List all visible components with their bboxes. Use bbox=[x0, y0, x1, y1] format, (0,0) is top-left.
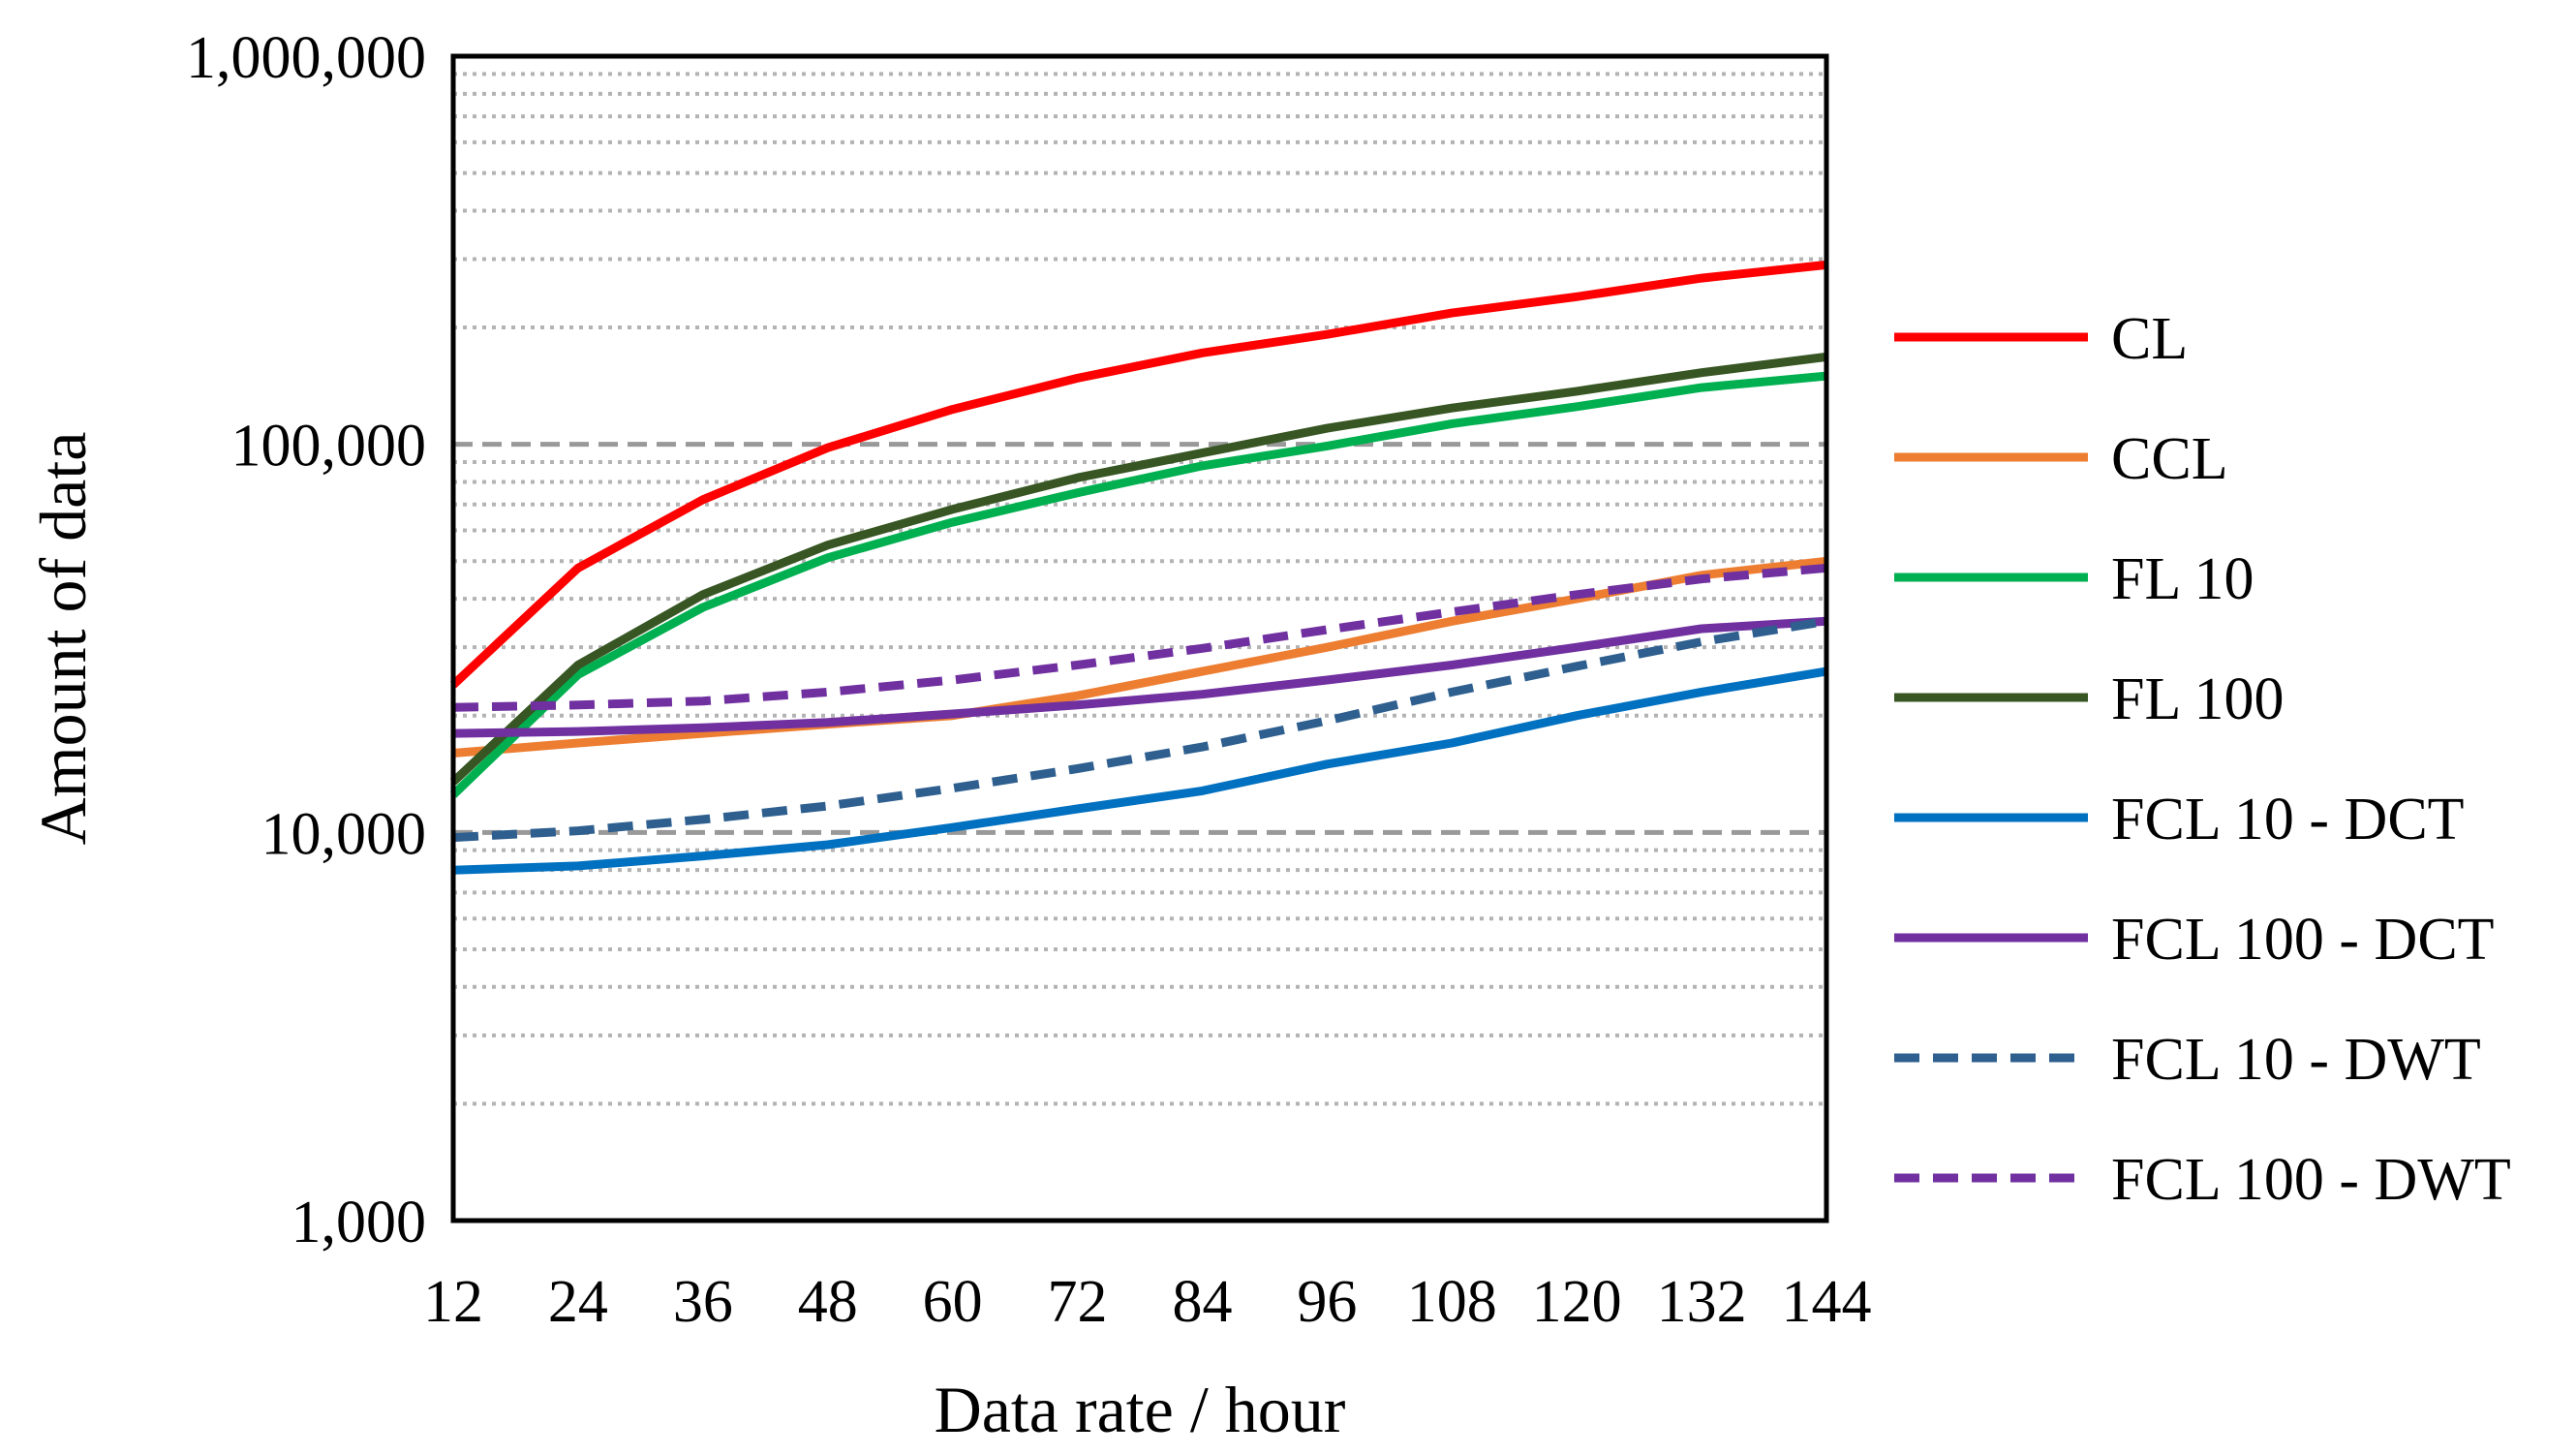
y-tick-label: 1,000,000 bbox=[186, 25, 426, 91]
plot-frame bbox=[450, 53, 1829, 1223]
legend-label: FCL 10 - DWT bbox=[2111, 1027, 2481, 1093]
legend: CL CCL FL 10 FL 100 FCL 10 - DCT FCL 100 - DC… bbox=[1894, 306, 2511, 1213]
series-line-ccl bbox=[452, 556, 1827, 758]
series-line-fcl-10-dct bbox=[452, 666, 1827, 875]
legend-label: FCL 10 - DCT bbox=[2111, 787, 2465, 852]
series-line-cl bbox=[449, 260, 1827, 689]
x-axis-title: Data rate / hour bbox=[935, 1373, 1346, 1446]
x-tick-label: 36 bbox=[673, 1269, 733, 1335]
y-tick-label: 10,000 bbox=[261, 801, 427, 867]
legend-label: CCL bbox=[2111, 426, 2228, 492]
series-line-fl-10 bbox=[449, 371, 1827, 798]
y-tick-label: 1,000 bbox=[291, 1190, 427, 1255]
y-axis-ticks: 1,000 10,000 100,000 1,000,000 bbox=[186, 25, 426, 1255]
x-tick-label: 120 bbox=[1532, 1269, 1622, 1335]
legend-label: FL 100 bbox=[2111, 666, 2285, 732]
y-axis-title: Amount of data bbox=[26, 432, 100, 846]
x-tick-label: 72 bbox=[1048, 1269, 1108, 1335]
x-tick-label: 144 bbox=[1782, 1269, 1872, 1335]
x-tick-label: 60 bbox=[923, 1269, 983, 1335]
x-tick-label: 132 bbox=[1657, 1269, 1747, 1335]
x-tick-label: 12 bbox=[423, 1269, 483, 1335]
legend-label: FCL 100 - DCT bbox=[2111, 907, 2495, 973]
legend-label: FCL 100 - DWT bbox=[2111, 1147, 2511, 1213]
x-axis-ticks: 12 24 36 48 60 72 84 96 108 120 132 144 bbox=[423, 1269, 1872, 1335]
x-tick-label: 84 bbox=[1172, 1269, 1232, 1335]
x-tick-label: 108 bbox=[1407, 1269, 1497, 1335]
series-line-fcl-100-dct bbox=[452, 616, 1827, 738]
x-tick-label: 48 bbox=[798, 1269, 858, 1335]
legend-label: CL bbox=[2111, 306, 2188, 372]
series-lines bbox=[449, 260, 1827, 875]
legend-label: FL 10 bbox=[2111, 546, 2254, 612]
y-tick-label: 100,000 bbox=[231, 414, 427, 480]
series-line-fl-100 bbox=[449, 352, 1827, 786]
x-tick-label: 24 bbox=[548, 1269, 608, 1335]
x-tick-label: 96 bbox=[1297, 1269, 1357, 1335]
